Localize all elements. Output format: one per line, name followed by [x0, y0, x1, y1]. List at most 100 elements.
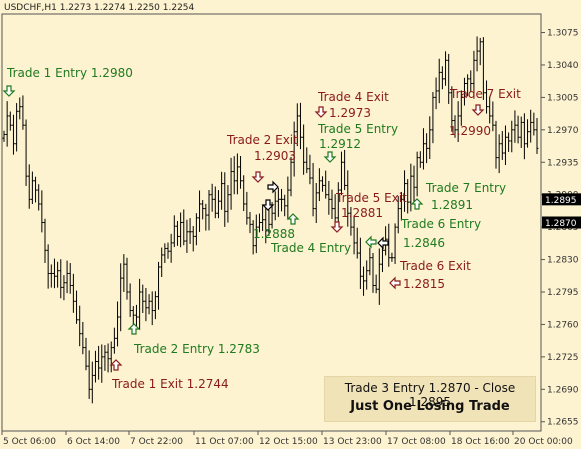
price-bar [27, 164, 31, 209]
price-bar [535, 118, 539, 154]
price-bar [462, 77, 466, 106]
trade7-exit-price: 1.2990 [449, 124, 491, 138]
price-bar [106, 343, 110, 373]
price-bar [330, 189, 334, 219]
price-bar [194, 213, 198, 246]
price-bar [210, 183, 214, 212]
price-bar [374, 274, 378, 294]
price-bar [472, 50, 476, 99]
ohlc-label: 1.2273 1.2274 1.2250 1.2254 [59, 3, 195, 13]
price-bar [513, 110, 517, 143]
price-bar [59, 259, 63, 299]
price-bar [418, 151, 422, 168]
price-bar [21, 95, 25, 130]
x-tick-label: 17 Oct 08:00 [387, 437, 446, 447]
price-bar [11, 114, 15, 155]
y-tick-label: 1.2970 [547, 126, 579, 136]
price-bar [24, 119, 28, 186]
trade5-entry-label: Trade 5 Entry [318, 122, 399, 136]
y-tick-label: 1.3075 [547, 29, 579, 39]
price-bar [216, 190, 220, 219]
price-bar [213, 186, 217, 219]
trade5-entry-price: 1.2912 [319, 137, 361, 151]
price-bar [207, 190, 211, 231]
price-bar [403, 170, 407, 212]
price-bar [393, 223, 397, 264]
price-bar [390, 252, 394, 262]
price-bar [81, 321, 85, 355]
price-bar [409, 163, 413, 212]
price-bar [497, 134, 501, 174]
price-bar [336, 182, 340, 226]
price-bar [125, 257, 129, 300]
price-bar [494, 120, 498, 169]
price-bar [30, 171, 34, 205]
price-bar [147, 294, 151, 315]
price-bar [116, 301, 120, 347]
price-bar [122, 254, 126, 292]
price-bar [510, 120, 514, 153]
entry-arrow-icon [365, 235, 377, 249]
position-arrow-icon [267, 180, 279, 194]
price-bar [377, 248, 381, 305]
trade3-price-label: 1.2888 [253, 227, 295, 241]
trade7-entry-price: 1.2891 [431, 198, 473, 212]
price-bar [138, 278, 142, 330]
price-bar [75, 290, 79, 324]
entry-arrow-icon [286, 213, 300, 225]
y-tick-label: 1.2725 [547, 353, 579, 363]
summary-box: Trade 3 Entry 1.2870 - Close 1.2895 Just… [324, 376, 536, 422]
price-bar [5, 101, 9, 147]
price-bar [150, 291, 154, 326]
price-bar [440, 66, 444, 90]
price-bar [362, 266, 366, 296]
price-bar [327, 180, 331, 215]
price-bar [62, 275, 66, 301]
x-tick-label: 13 Oct 23:00 [323, 437, 382, 447]
price-bar [97, 345, 101, 380]
price-bar [453, 115, 457, 138]
price-bar [204, 203, 208, 231]
price-bar [500, 131, 504, 160]
price-bar [166, 242, 170, 259]
entry-arrow-icon [2, 85, 16, 97]
price-bar [52, 258, 56, 289]
price-bar [229, 157, 233, 210]
price-bar [317, 168, 321, 202]
price-bar [406, 179, 410, 214]
x-tick-label: 12 Oct 15:00 [259, 437, 318, 447]
y-tick-label: 1.2690 [547, 385, 579, 395]
x-tick-label: 6 Oct 14:00 [67, 437, 120, 447]
y-tick-label: 1.2795 [547, 288, 579, 298]
price-bar [516, 115, 520, 144]
price-bar [172, 215, 176, 248]
trade2-entry-label: Trade 2 Entry 1.2783 [134, 342, 260, 356]
trade6-exit-price: 1.2815 [403, 277, 445, 291]
price-bar [532, 112, 536, 136]
price-bar [447, 53, 451, 104]
price-bar [459, 90, 463, 126]
price-bar [314, 182, 318, 224]
y-tick-label: 1.2830 [547, 256, 579, 266]
entry-arrow-icon [323, 151, 337, 163]
price-bar [261, 205, 265, 232]
price-bar [2, 130, 6, 142]
price-bar [232, 156, 236, 195]
price-bar [456, 101, 460, 142]
price-bar [15, 103, 19, 152]
x-tick-label: 20 Oct 00:00 [514, 437, 573, 447]
price-bar [245, 191, 249, 225]
price-bar [223, 172, 227, 227]
price-bar [128, 283, 132, 317]
price-bar [355, 227, 359, 259]
trade7-entry-label: Trade 7 Entry [426, 181, 507, 195]
trade6-entry-price: 1.2846 [403, 236, 445, 250]
price-bar [305, 147, 309, 174]
price-bar [475, 36, 479, 72]
exit-arrow-icon [389, 276, 401, 290]
price-bar [134, 304, 138, 328]
price-bar [349, 207, 353, 236]
exit-arrow-icon [314, 106, 328, 118]
price-bar [239, 156, 243, 189]
price-bar [292, 121, 296, 177]
